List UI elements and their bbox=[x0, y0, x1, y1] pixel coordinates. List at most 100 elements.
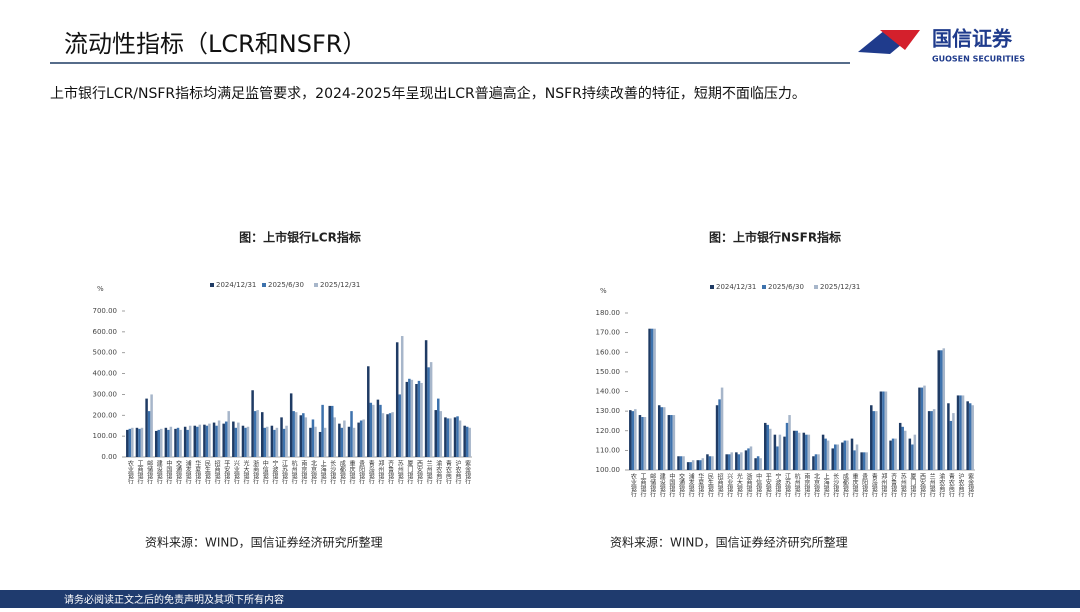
bar bbox=[234, 427, 238, 457]
bar bbox=[453, 417, 457, 457]
bar bbox=[884, 391, 888, 470]
x-tick-label: 浙商银行 bbox=[252, 459, 259, 485]
bar bbox=[699, 460, 702, 470]
bar bbox=[831, 448, 834, 470]
bar bbox=[783, 436, 786, 470]
bar bbox=[940, 350, 943, 470]
bar bbox=[903, 430, 907, 470]
x-tick-label: 平安银行 bbox=[223, 460, 230, 485]
x-tick-label: 长沙银行 bbox=[329, 459, 336, 485]
bar bbox=[727, 454, 731, 470]
bar bbox=[415, 384, 418, 457]
bar bbox=[747, 448, 750, 470]
bar bbox=[188, 425, 192, 457]
y-tick-label: 200.00 bbox=[93, 411, 118, 419]
y-tick-label: 300.00 bbox=[93, 390, 118, 398]
x-tick-label: 兴业银行 bbox=[232, 459, 239, 485]
bar bbox=[222, 423, 225, 457]
bar bbox=[860, 452, 863, 470]
bar bbox=[285, 425, 288, 457]
bar bbox=[244, 427, 247, 457]
bar bbox=[186, 429, 189, 457]
bar bbox=[824, 438, 827, 470]
bar bbox=[321, 404, 324, 457]
bar bbox=[456, 416, 459, 457]
bar bbox=[846, 440, 849, 470]
y-tick-label: 0.00 bbox=[101, 453, 117, 461]
bar bbox=[458, 420, 462, 457]
bar bbox=[309, 427, 312, 457]
bar bbox=[212, 422, 216, 457]
bar bbox=[302, 413, 305, 457]
slide-title: 流动性指标（LCR和NSFR） bbox=[64, 30, 366, 58]
bar bbox=[631, 411, 635, 470]
bar bbox=[836, 444, 839, 470]
bar bbox=[949, 420, 953, 470]
x-tick-label: 厦门银行 bbox=[909, 473, 916, 498]
bar bbox=[280, 417, 283, 457]
x-tick-label: 厦门银行 bbox=[406, 460, 413, 485]
x-tick-label: 紫金银行 bbox=[967, 472, 974, 498]
y-tick-label: 100.00 bbox=[93, 432, 118, 440]
x-tick-label: 北京银行 bbox=[309, 459, 316, 485]
x-tick-label: 招商银行 bbox=[213, 459, 220, 485]
bar bbox=[817, 454, 820, 470]
bar bbox=[718, 399, 721, 470]
bar bbox=[273, 429, 276, 457]
x-tick-label: 苏州银行 bbox=[899, 472, 906, 498]
x-tick-label: 成都银行 bbox=[338, 459, 345, 485]
x-tick-label: 民生银行 bbox=[203, 460, 210, 485]
x-tick-label: 华夏银行 bbox=[194, 459, 201, 485]
bar bbox=[253, 411, 257, 457]
bar bbox=[706, 454, 709, 470]
y-tick-label: 700.00 bbox=[93, 307, 118, 315]
bar bbox=[343, 420, 346, 457]
logo-name: 国信证券 bbox=[932, 27, 1013, 51]
bar bbox=[381, 413, 385, 457]
bar bbox=[788, 415, 791, 470]
bar bbox=[814, 454, 818, 470]
x-tick-label: 郑州银行 bbox=[880, 472, 887, 498]
y-tick-label: 500.00 bbox=[93, 349, 118, 357]
bar bbox=[952, 413, 955, 470]
bar bbox=[667, 415, 671, 470]
bar bbox=[850, 438, 854, 470]
x-tick-label: 工商银行 bbox=[136, 460, 143, 485]
bar bbox=[853, 450, 856, 470]
bar bbox=[198, 424, 202, 457]
bar bbox=[217, 420, 221, 457]
bar bbox=[956, 395, 960, 470]
bar bbox=[408, 378, 411, 457]
bar bbox=[224, 421, 228, 457]
x-tick-label: 南京银行 bbox=[803, 472, 810, 498]
logo: 国信证券 GUOSEN SECURITIES bbox=[858, 27, 1025, 64]
bar bbox=[927, 411, 931, 470]
bar bbox=[159, 428, 163, 457]
bar bbox=[879, 391, 883, 470]
bar bbox=[140, 427, 144, 457]
bar bbox=[843, 440, 847, 470]
bar bbox=[167, 429, 170, 457]
bar bbox=[807, 434, 811, 470]
x-tick-label: 浦发银行 bbox=[184, 459, 191, 485]
bar bbox=[797, 432, 801, 470]
x-tick-label: 渝农商行 bbox=[938, 472, 945, 498]
bar bbox=[338, 423, 341, 457]
bar bbox=[347, 426, 351, 457]
bar bbox=[227, 411, 230, 457]
x-tick-label: 浦发银行 bbox=[687, 472, 694, 498]
x-tick-label: 宁波银行 bbox=[774, 472, 781, 498]
bar bbox=[833, 444, 837, 470]
bar bbox=[203, 424, 206, 457]
bar bbox=[720, 387, 724, 470]
legend-swatch bbox=[710, 285, 714, 289]
bar bbox=[947, 403, 950, 470]
bar bbox=[679, 456, 683, 470]
bar bbox=[372, 404, 375, 457]
x-tick-label: 平安银行 bbox=[764, 473, 771, 498]
bar bbox=[292, 411, 295, 457]
bar bbox=[314, 426, 317, 457]
bar bbox=[821, 434, 825, 470]
y-tick-label: 600.00 bbox=[93, 328, 118, 336]
